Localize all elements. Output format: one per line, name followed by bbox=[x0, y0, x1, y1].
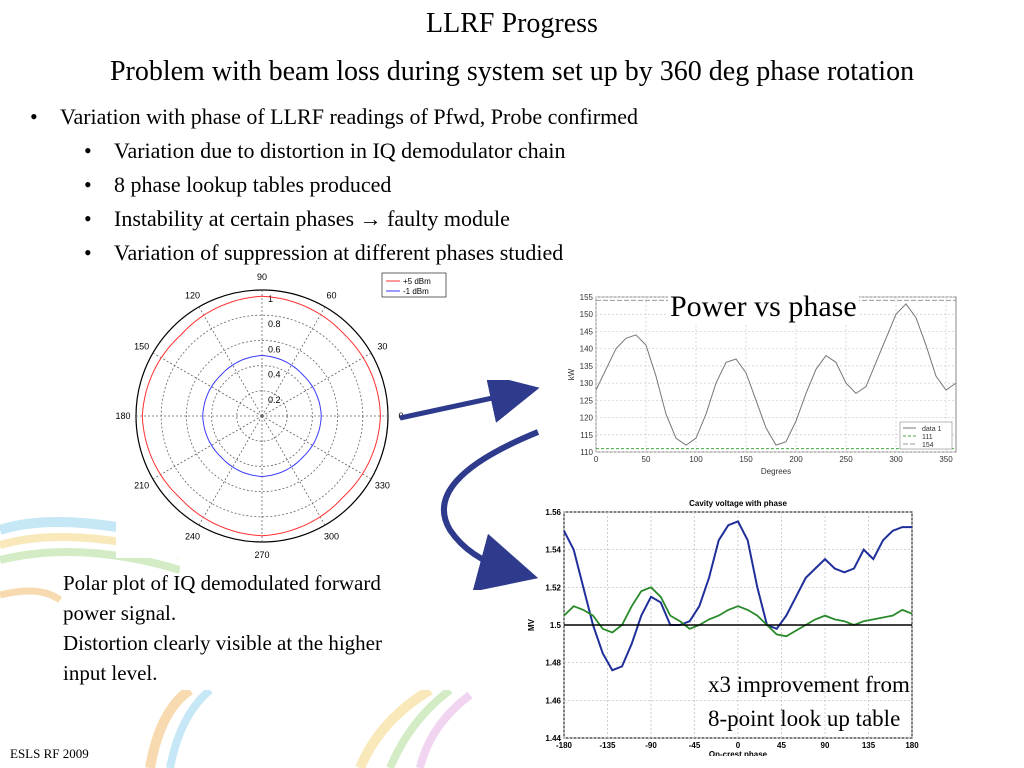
polar-ring bbox=[186, 340, 338, 492]
power-series-line bbox=[595, 303, 957, 446]
power-chart-label: Power vs phase bbox=[668, 290, 859, 324]
cavity-x-tick: -135 bbox=[599, 741, 616, 750]
polar-series-line bbox=[141, 295, 381, 537]
improvement-note: x3 improvement from 8-point look up tabl… bbox=[708, 672, 910, 731]
polar-spoke bbox=[198, 415, 263, 526]
polar-angle-tick: 180 bbox=[116, 411, 131, 421]
polar-angle-tick: 150 bbox=[134, 342, 149, 352]
arrows bbox=[399, 380, 540, 590]
slide-title: LLRF Progress bbox=[426, 8, 598, 39]
power-x-tick: 150 bbox=[739, 455, 753, 464]
cavity-y-tick: 1.48 bbox=[545, 659, 561, 668]
power-x-tick: 0 bbox=[594, 455, 599, 464]
bullet-item: • Variation due to distortion in IQ demod… bbox=[84, 138, 566, 163]
polar-series-line bbox=[202, 354, 322, 478]
cavity-x-tick: 0 bbox=[736, 741, 741, 750]
arrow-to-cavity-chart bbox=[441, 429, 540, 590]
polar-radial-tick: 0.4 bbox=[268, 370, 281, 380]
power-legend-label: 111 bbox=[922, 434, 933, 441]
polar-radial-tick: 0.2 bbox=[268, 395, 281, 405]
power-y-tick: 125 bbox=[580, 396, 594, 405]
power-x-tick: 100 bbox=[689, 455, 703, 464]
power-x-tick: 50 bbox=[642, 455, 651, 464]
polar-angle-tick: 30 bbox=[377, 342, 387, 352]
polar-spoke bbox=[152, 415, 263, 480]
polar-angle-tick: 240 bbox=[185, 531, 200, 541]
bullet-item: • Variation with phase of LLRF readings o… bbox=[30, 104, 638, 129]
polar-background bbox=[116, 268, 452, 558]
cavity-title: Cavity voltage with phase bbox=[689, 499, 787, 508]
polar-ring bbox=[211, 365, 313, 467]
power-legend-label: 154 bbox=[922, 442, 934, 449]
polar-caption: Polar plot of IQ demodulated forward pow… bbox=[63, 571, 382, 685]
power-y-tick: 115 bbox=[580, 431, 593, 440]
cavity-x-tick: 45 bbox=[777, 741, 786, 750]
cavity-y-tick: 1.5 bbox=[550, 621, 562, 630]
polar-spoke bbox=[261, 306, 326, 417]
cavity-x-tick: -45 bbox=[689, 741, 701, 750]
power-y-tick: 150 bbox=[580, 310, 594, 319]
power-y-tick: 145 bbox=[580, 327, 594, 336]
cavity-x-tick: -90 bbox=[645, 741, 657, 750]
polar-legend-label: -1 dBm bbox=[403, 287, 429, 296]
polar-legend-box bbox=[381, 272, 447, 298]
bullet-list: • Variation with phase of LLRF readings o… bbox=[30, 100, 638, 270]
bullet-item: • Variation of suppression at different p… bbox=[84, 240, 564, 265]
polar-spoke bbox=[152, 352, 263, 417]
power-y-label: kW bbox=[567, 368, 576, 380]
power-y-tick: 130 bbox=[580, 379, 594, 388]
polar-spoke bbox=[261, 415, 326, 526]
decor-swoosh-bottom bbox=[145, 690, 473, 768]
polar-legend-label: +5 dBm bbox=[403, 277, 431, 286]
power-y-tick: 140 bbox=[580, 345, 594, 354]
power-x-tick: 250 bbox=[839, 455, 853, 464]
bullet-item: • 8 phase lookup tables produced bbox=[84, 172, 392, 197]
polar-spoke bbox=[198, 306, 263, 417]
cavity-x-tick: 180 bbox=[905, 741, 919, 750]
polar-angle-tick: 120 bbox=[185, 291, 200, 301]
arrow-to-power-chart bbox=[399, 380, 540, 423]
cavity-x-tick: 135 bbox=[862, 741, 876, 750]
power-x-label: Degrees bbox=[761, 467, 791, 476]
cavity-y-tick: 1.52 bbox=[545, 583, 561, 592]
cavity-series-line bbox=[563, 520, 912, 672]
footer: ESLS RF 2009 bbox=[10, 746, 89, 761]
cavity-x-label: On-crest phase bbox=[709, 750, 768, 756]
polar-chart: 0.20.40.60.81906030033030027024021018015… bbox=[116, 268, 452, 558]
power-y-tick: 135 bbox=[580, 362, 594, 371]
cavity-y-tick: 1.44 bbox=[545, 734, 561, 743]
cavity-y-tick: 1.46 bbox=[545, 696, 561, 705]
polar-radial-tick: 0.8 bbox=[268, 319, 281, 329]
polar-angle-tick: 330 bbox=[375, 481, 390, 491]
power-y-tick: 110 bbox=[580, 448, 593, 457]
bullet-item: • Instability at certain phases → faulty … bbox=[84, 206, 510, 231]
polar-radial-tick: 1 bbox=[268, 294, 273, 304]
polar-spoke bbox=[261, 415, 372, 480]
cavity-y-tick: 1.56 bbox=[545, 508, 561, 517]
polar-angle-tick: 300 bbox=[324, 531, 339, 541]
power-x-tick: 300 bbox=[889, 455, 903, 464]
polar-radial-tick: 0.6 bbox=[268, 344, 281, 354]
polar-spoke bbox=[261, 352, 372, 417]
slide-subtitle: Problem with beam loss during system set… bbox=[109, 56, 915, 87]
power-legend-label: data 1 bbox=[922, 426, 942, 433]
cavity-x-tick: 90 bbox=[821, 741, 830, 750]
polar-angle-tick: 210 bbox=[134, 481, 149, 491]
polar-angle-tick: 90 bbox=[257, 272, 267, 282]
cavity-y-tick: 1.54 bbox=[545, 546, 561, 555]
power-y-tick: 120 bbox=[580, 414, 594, 423]
cavity-voltage-chart: -180 -135 -90 -45 0 45 90 135 180 1.44 1.46 1.48 1.5… bbox=[527, 499, 919, 756]
polar-angle-tick: 270 bbox=[254, 550, 269, 558]
power-y-tick: 155 bbox=[580, 293, 594, 302]
cavity-y-label: MV bbox=[527, 618, 536, 631]
cavity-x-tick: -180 bbox=[556, 741, 573, 750]
polar-angle-tick: 60 bbox=[326, 291, 336, 301]
power-x-tick: 200 bbox=[789, 455, 803, 464]
power-x-tick: 350 bbox=[939, 455, 953, 464]
